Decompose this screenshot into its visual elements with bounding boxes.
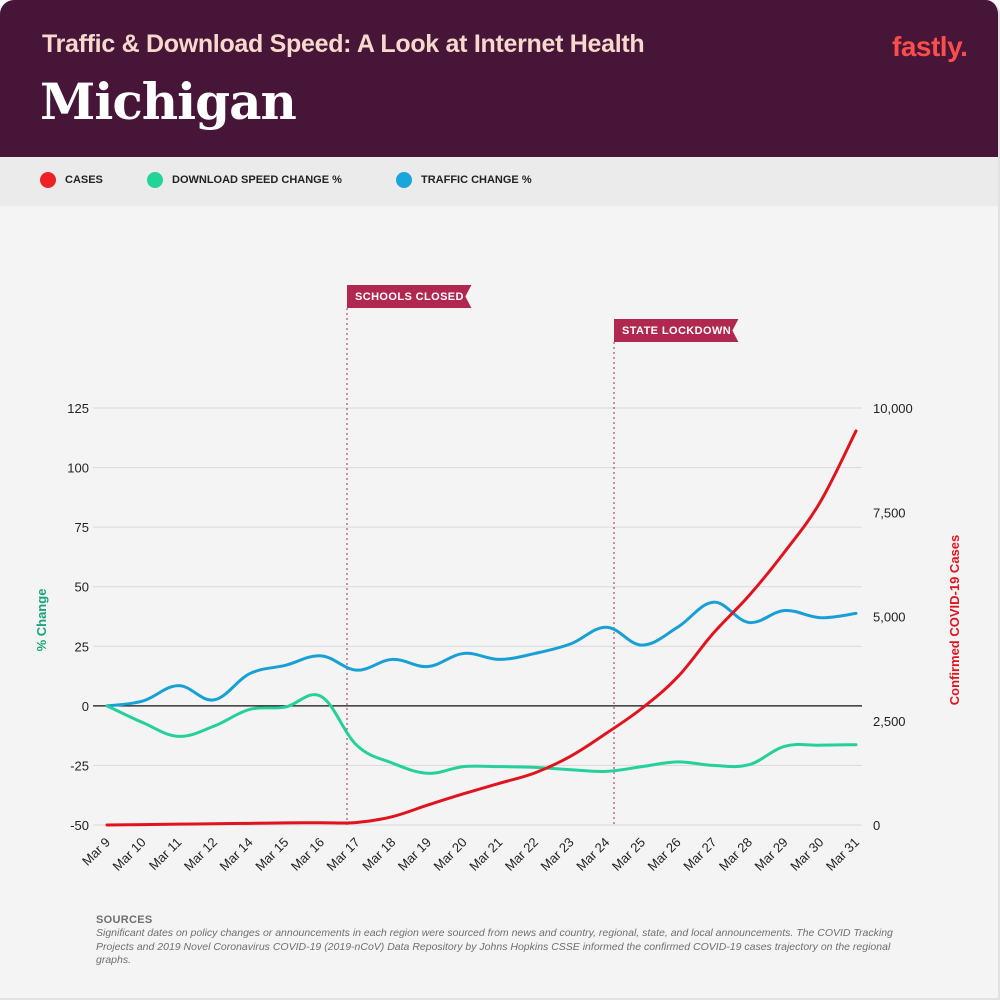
event-flag (347, 285, 472, 308)
sources-title: SOURCES (96, 914, 153, 926)
sources: SOURCES Significant dates on policy chan… (96, 914, 916, 968)
chart-title: Michigan (40, 72, 297, 131)
legend-item-download-speed: DOWNLOAD SPEED CHANGE % (147, 172, 342, 188)
x-tick-label: Mar 20 (431, 835, 470, 874)
sources-text: Significant dates on policy changes or a… (96, 927, 893, 966)
y-tick-label-left: 125 (67, 401, 89, 416)
x-tick-label: Mar 29 (752, 835, 791, 874)
legend-label: TRAFFIC CHANGE % (421, 174, 532, 186)
legend-item-traffic: TRAFFIC CHANGE % (396, 172, 532, 188)
y-axis-title-right: Confirmed COVID-19 Cases (947, 535, 962, 706)
y-tick-label-right: 7,500 (873, 505, 906, 520)
legend-label: DOWNLOAD SPEED CHANGE % (172, 174, 342, 186)
y-tick-label-left: 0 (82, 699, 89, 714)
x-tick-label: Mar 15 (252, 835, 291, 874)
y-tick-label-left: 75 (75, 520, 89, 535)
x-tick-label: Mar 17 (324, 835, 363, 874)
event-flag (614, 319, 739, 342)
annotations: SCHOOLS CLOSED STATE LOCKDOWN (346, 285, 739, 825)
legend-label: CASES (65, 174, 103, 186)
line-chart: SCHOOLS CLOSED STATE LOCKDOWN -50 -25 0 25 50… (34, 285, 962, 874)
y-axis-title-left: % Change (34, 589, 49, 652)
x-tick-label: Mar 27 (680, 835, 719, 874)
event-label: STATE LOCKDOWN (622, 325, 731, 337)
cases-dot-icon (40, 172, 56, 188)
download-speed-dot-icon (147, 172, 163, 188)
y-tick-label-left: 25 (75, 639, 89, 654)
y-tick-label-left: 100 (67, 461, 89, 476)
x-tick-label: Mar 19 (395, 835, 434, 874)
cases-line (105, 429, 858, 827)
x-tick-label: Mar 14 (217, 835, 256, 874)
x-tick-label: Mar 16 (288, 835, 327, 874)
y-tick-label-right: 2,500 (873, 714, 906, 729)
x-tick-label: Mar 18 (359, 835, 398, 874)
download-speed-change-line (105, 693, 858, 775)
x-tick-label: Mar 11 (146, 835, 185, 874)
series-lines (105, 429, 858, 827)
x-tick-label: Mar 12 (181, 835, 220, 874)
fastly-logo: fastly. (892, 31, 968, 62)
x-tick-label: Mar 30 (787, 835, 826, 874)
x-tick-label: Mar 22 (502, 835, 541, 874)
traffic-change-line (105, 600, 858, 708)
x-tick-label: Mar 23 (538, 835, 577, 874)
x-tick-label: Mar 24 (573, 835, 612, 874)
legend-item-cases: CASES (40, 172, 103, 188)
y-tick-label-right: 5,000 (873, 610, 906, 625)
x-tick-label: Mar 10 (110, 835, 149, 874)
gridlines (93, 407, 862, 826)
y-tick-label-right: 0 (873, 818, 880, 833)
x-tick-label: Mar 31 (823, 835, 862, 874)
x-tick-label: Mar 26 (645, 835, 684, 874)
x-tick-label: Mar 21 (466, 835, 505, 874)
header: Traffic & Download Speed: A Look at Inte… (0, 0, 998, 157)
x-tick-label: Mar 25 (609, 835, 648, 874)
x-tick-label: Mar 9 (79, 835, 113, 869)
event-label: SCHOOLS CLOSED (355, 291, 464, 303)
chart-subtitle: Traffic & Download Speed: A Look at Inte… (42, 30, 645, 58)
x-tick-label: Mar 28 (716, 835, 755, 874)
y-tick-label-left: 50 (75, 580, 89, 595)
y-tick-label-right: 10,000 (873, 401, 913, 416)
y-tick-label-left: -50 (70, 818, 89, 833)
axes: -50 -25 0 25 50 75 100 125 0 2,500 5,000 7,500 10,00… (34, 401, 962, 833)
y-tick-label-left: -25 (70, 758, 89, 773)
traffic-dot-icon (396, 172, 412, 188)
legend: CASES DOWNLOAD SPEED CHANGE % TRAFFIC CH… (0, 157, 998, 206)
